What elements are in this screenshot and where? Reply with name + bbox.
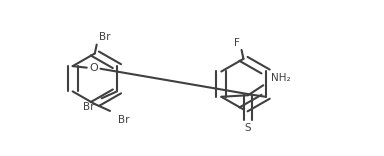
Text: Br: Br	[99, 32, 110, 42]
Text: Br: Br	[83, 102, 94, 112]
Text: Br: Br	[118, 115, 129, 125]
Text: S: S	[245, 123, 252, 133]
Text: O: O	[89, 63, 98, 73]
Text: F: F	[234, 38, 240, 48]
Text: NH₂: NH₂	[271, 73, 291, 83]
